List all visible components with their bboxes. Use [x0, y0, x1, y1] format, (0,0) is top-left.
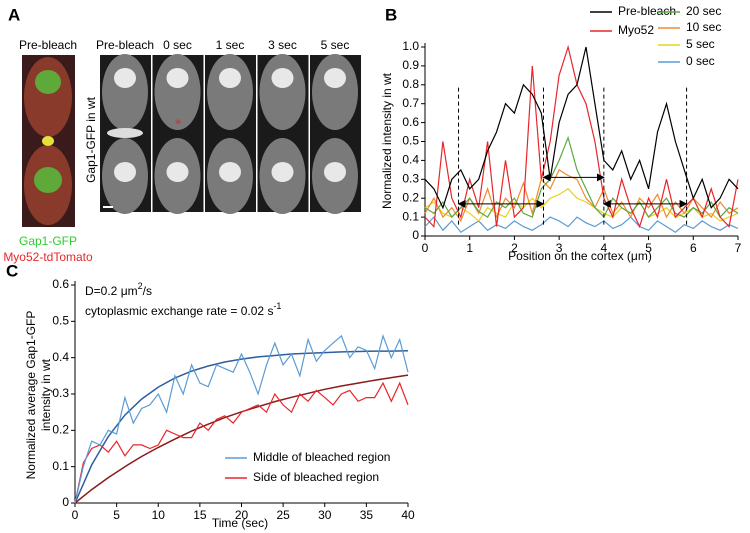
- series-line: [424, 169, 739, 223]
- cell: [154, 54, 201, 130]
- x-tick-label: 6: [690, 241, 697, 255]
- nucleus: [219, 68, 241, 88]
- septum: [107, 128, 143, 138]
- y-tick-label: 0.8: [402, 77, 419, 91]
- y-tick-label: 0: [412, 228, 419, 242]
- x-tick-label: 30: [318, 508, 332, 522]
- y-tick-label: 0.5: [402, 134, 419, 148]
- cell: [259, 54, 306, 130]
- panel-label: C: [6, 261, 18, 280]
- y-tick-label: 0.7: [402, 96, 419, 110]
- annotation-part: cytoplasmic exchange rate = 0.02 s: [85, 304, 273, 318]
- y-tick-label: 0.6: [402, 115, 419, 129]
- series-line: [424, 188, 739, 222]
- bleach-marker: *: [175, 116, 181, 133]
- y-tick-label: 0.9: [402, 58, 419, 72]
- timepoint-label: 0 sec: [163, 38, 192, 52]
- x-tick-label: 4: [601, 241, 608, 255]
- nucleus: [114, 68, 136, 88]
- side-label: Gap1-GFP in wt: [84, 96, 98, 182]
- x-tick-label: 5: [113, 508, 120, 522]
- series-line: [424, 46, 739, 210]
- timelapse-images: [100, 54, 361, 214]
- nucleus: [166, 68, 189, 88]
- timepoint-label: Pre-bleach: [96, 38, 154, 52]
- y-tick-label: 0.3: [52, 386, 69, 400]
- merge-image: [22, 55, 75, 227]
- y-tick-label: 0.6: [52, 277, 69, 291]
- y-tick-label: 0.5: [52, 314, 69, 328]
- image-title: Pre-bleach: [19, 38, 77, 52]
- x-tick-label: 0: [422, 241, 429, 255]
- x-tick-label: 0: [72, 508, 79, 522]
- nucleus: [271, 68, 294, 88]
- nucleus: [271, 162, 294, 182]
- y-tick-label: 0.2: [402, 190, 419, 204]
- x-tick-label: 7: [735, 241, 742, 255]
- x-axis-label: Position on the cortex (μm): [508, 249, 652, 263]
- annotation: cytoplasmic exchange rate = 0.02 s-1: [85, 301, 281, 318]
- y-tick-label: 0.4: [402, 153, 419, 167]
- nucleus: [114, 162, 136, 182]
- legend-label: Side of bleached region: [253, 470, 379, 484]
- x-tick-label: 40: [401, 508, 415, 522]
- channel-label: Myo52-tdTomato: [3, 250, 93, 264]
- annotation-part: -1: [273, 301, 281, 311]
- series-line: [424, 216, 739, 233]
- x-tick-label: 20: [235, 508, 249, 522]
- legend-label: 20 sec: [686, 4, 721, 18]
- x-tick-label: 5: [645, 241, 652, 255]
- cell: [102, 54, 148, 130]
- nucleus: [324, 162, 346, 182]
- x-tick-label: 2: [511, 241, 518, 255]
- cell: [207, 54, 253, 130]
- x-tick-label: 35: [360, 508, 374, 522]
- y-tick-label: 0.2: [52, 423, 69, 437]
- panel-label: B: [385, 5, 397, 24]
- y-axis-label: Normalized intensity in wt: [380, 72, 394, 209]
- annotation-part: /s: [143, 284, 152, 298]
- series-line: [74, 333, 409, 504]
- panel-label: A: [8, 5, 20, 24]
- legend-label: Middle of bleached region: [253, 450, 390, 464]
- x-tick-label: 3: [556, 241, 563, 255]
- timepoint-label: 1 sec: [216, 38, 245, 52]
- fit-curve: [74, 350, 409, 504]
- nucleus: [166, 162, 189, 182]
- legend-label: 10 sec: [686, 20, 721, 34]
- legend-label: 5 sec: [686, 37, 715, 51]
- x-tick-label: 1: [466, 241, 473, 255]
- cell: [312, 54, 358, 130]
- y-tick-label: 0.4: [52, 350, 69, 364]
- y-tick-label: 0: [62, 495, 69, 509]
- x-tick-label: 25: [276, 508, 290, 522]
- legend-label: Myo52: [618, 23, 654, 37]
- x-tick-label: 10: [152, 508, 166, 522]
- y-tick-label: 0.3: [402, 171, 419, 185]
- y-tick-label: 0.1: [402, 209, 419, 223]
- y-axis-label: Normalized average Gap1-GFP: [24, 311, 38, 480]
- annotation: D=0.2 μm2/s: [85, 281, 152, 298]
- legend-label: 0 sec: [686, 54, 715, 68]
- annotation-part: D=0.2 μm: [85, 284, 138, 298]
- timepoint-label: 5 sec: [321, 38, 350, 52]
- nucleus: [324, 68, 346, 88]
- annotation-part: 2: [138, 281, 143, 291]
- y-tick-label: 0.1: [52, 459, 69, 473]
- channel-label: Gap1-GFP: [19, 234, 77, 248]
- y-tick-label: 1.0: [402, 39, 419, 53]
- timepoint-label: 3 sec: [268, 38, 297, 52]
- y-axis-label: intensity in wt: [39, 358, 53, 431]
- legend-label: Pre-bleach: [618, 4, 676, 18]
- x-tick-label: 15: [193, 508, 207, 522]
- x-axis-label: Time (sec): [212, 516, 268, 530]
- series-line: [74, 381, 409, 504]
- nucleus: [219, 162, 241, 182]
